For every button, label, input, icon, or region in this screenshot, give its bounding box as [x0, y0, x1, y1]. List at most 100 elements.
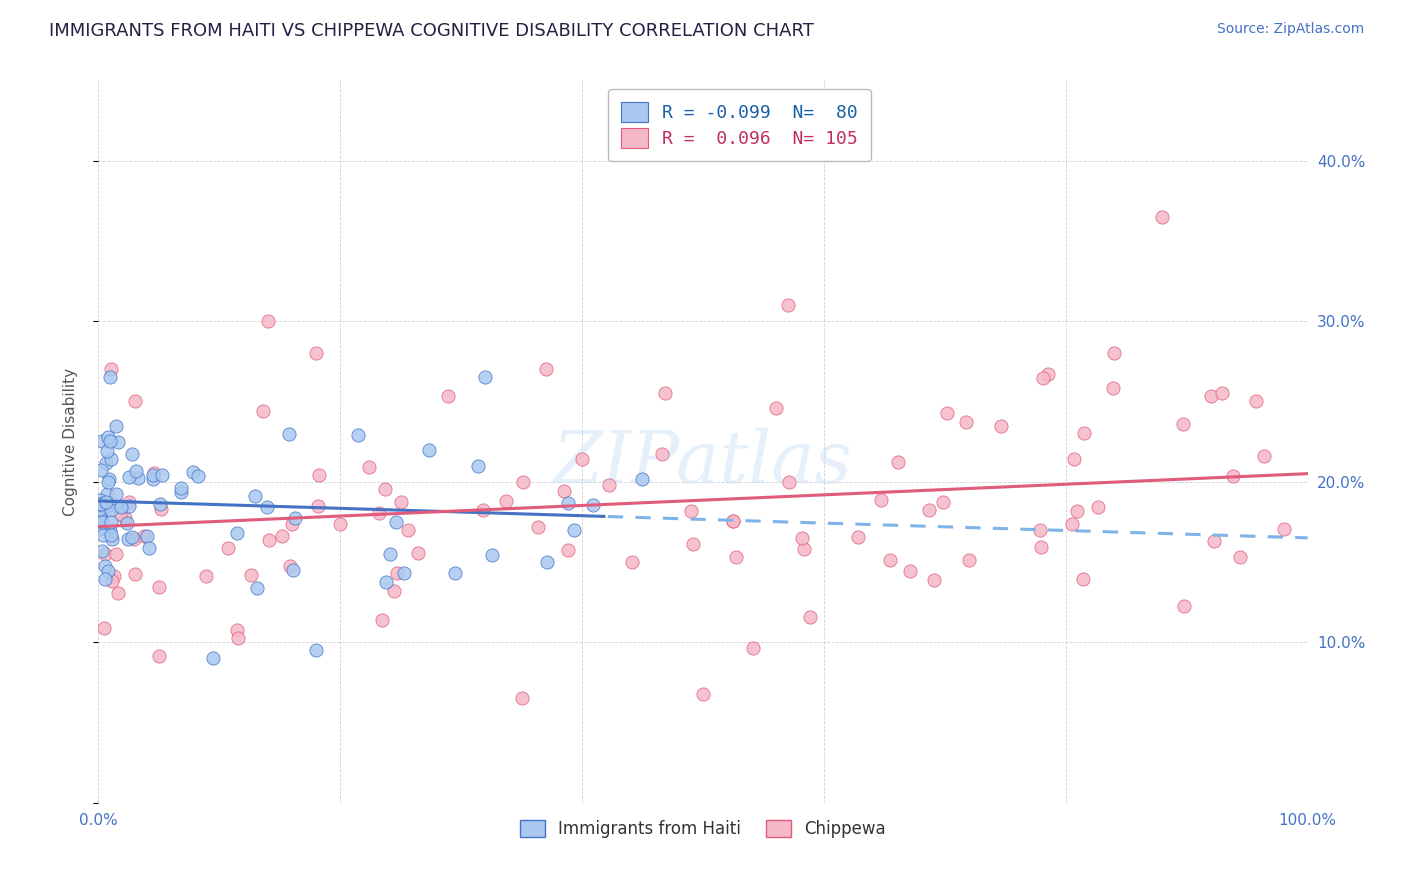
Point — [692, 687, 714, 701]
Point — [870, 493, 893, 508]
Point — [124, 394, 146, 409]
Point — [418, 442, 440, 457]
Point — [100, 524, 122, 538]
Point — [1173, 599, 1195, 613]
Point — [922, 573, 945, 587]
Point — [1029, 540, 1052, 554]
Point — [110, 499, 132, 513]
Point — [957, 553, 980, 567]
Point — [96, 486, 118, 500]
Point — [443, 566, 465, 581]
Point — [534, 362, 557, 376]
Point — [799, 609, 821, 624]
Point — [1102, 381, 1125, 395]
Point — [380, 547, 402, 561]
Point — [536, 555, 558, 569]
Point — [98, 370, 121, 384]
Point — [187, 468, 209, 483]
Point — [347, 427, 370, 442]
Point — [793, 541, 815, 556]
Point — [89, 522, 111, 536]
Point — [100, 503, 122, 517]
Point — [1063, 452, 1085, 467]
Point — [217, 541, 239, 555]
Point — [152, 467, 174, 482]
Point — [932, 495, 955, 509]
Point — [169, 485, 191, 500]
Point — [582, 498, 605, 512]
Point — [723, 515, 745, 529]
Point — [89, 508, 111, 522]
Point — [329, 516, 352, 531]
Point — [280, 516, 302, 531]
Point — [118, 470, 141, 484]
Point — [148, 649, 170, 664]
Point — [256, 500, 278, 515]
Point — [1102, 346, 1125, 360]
Point — [1229, 549, 1251, 564]
Point — [121, 447, 143, 461]
Point — [396, 523, 419, 537]
Point — [467, 459, 489, 474]
Point — [181, 465, 204, 479]
Point — [284, 510, 307, 524]
Point — [1066, 504, 1088, 518]
Point — [93, 500, 115, 514]
Point — [1029, 523, 1052, 537]
Point — [1073, 573, 1095, 587]
Point — [104, 547, 127, 561]
Point — [512, 475, 534, 489]
Point — [148, 497, 170, 511]
Point — [778, 475, 800, 490]
Point — [270, 528, 292, 542]
Point — [394, 566, 416, 580]
Point — [385, 515, 408, 529]
Point — [1032, 371, 1054, 385]
Point — [1060, 517, 1083, 532]
Point — [96, 495, 118, 509]
Point — [495, 493, 517, 508]
Point — [375, 574, 398, 589]
Point — [357, 460, 380, 475]
Point — [1038, 367, 1060, 381]
Point — [374, 482, 396, 496]
Point — [100, 362, 122, 376]
Point — [257, 533, 280, 547]
Text: ZIPatlas: ZIPatlas — [553, 428, 853, 499]
Point — [107, 586, 129, 600]
Point — [367, 506, 389, 520]
Point — [955, 415, 977, 429]
Point — [117, 533, 139, 547]
Point — [436, 389, 458, 403]
Point — [118, 499, 141, 513]
Point — [630, 472, 652, 486]
Point — [1152, 210, 1174, 224]
Point — [89, 502, 111, 516]
Point — [110, 500, 132, 514]
Point — [527, 520, 550, 534]
Point — [114, 511, 136, 525]
Point — [124, 532, 146, 546]
Point — [562, 523, 585, 537]
Point — [651, 447, 673, 461]
Point — [89, 498, 111, 512]
Point — [776, 129, 799, 144]
Point — [256, 314, 278, 328]
Point — [682, 537, 704, 551]
Point — [472, 502, 495, 516]
Point — [97, 430, 120, 444]
Point — [100, 528, 122, 542]
Point — [121, 530, 143, 544]
Point — [142, 472, 165, 486]
Point — [90, 463, 112, 477]
Point — [1211, 386, 1233, 401]
Point — [97, 565, 120, 579]
Point — [1253, 449, 1275, 463]
Point — [138, 541, 160, 555]
Point — [571, 452, 593, 467]
Point — [91, 515, 114, 529]
Point — [94, 558, 117, 573]
Y-axis label: Cognitive Disability: Cognitive Disability — [63, 368, 77, 516]
Point — [1272, 522, 1295, 536]
Point — [142, 468, 165, 483]
